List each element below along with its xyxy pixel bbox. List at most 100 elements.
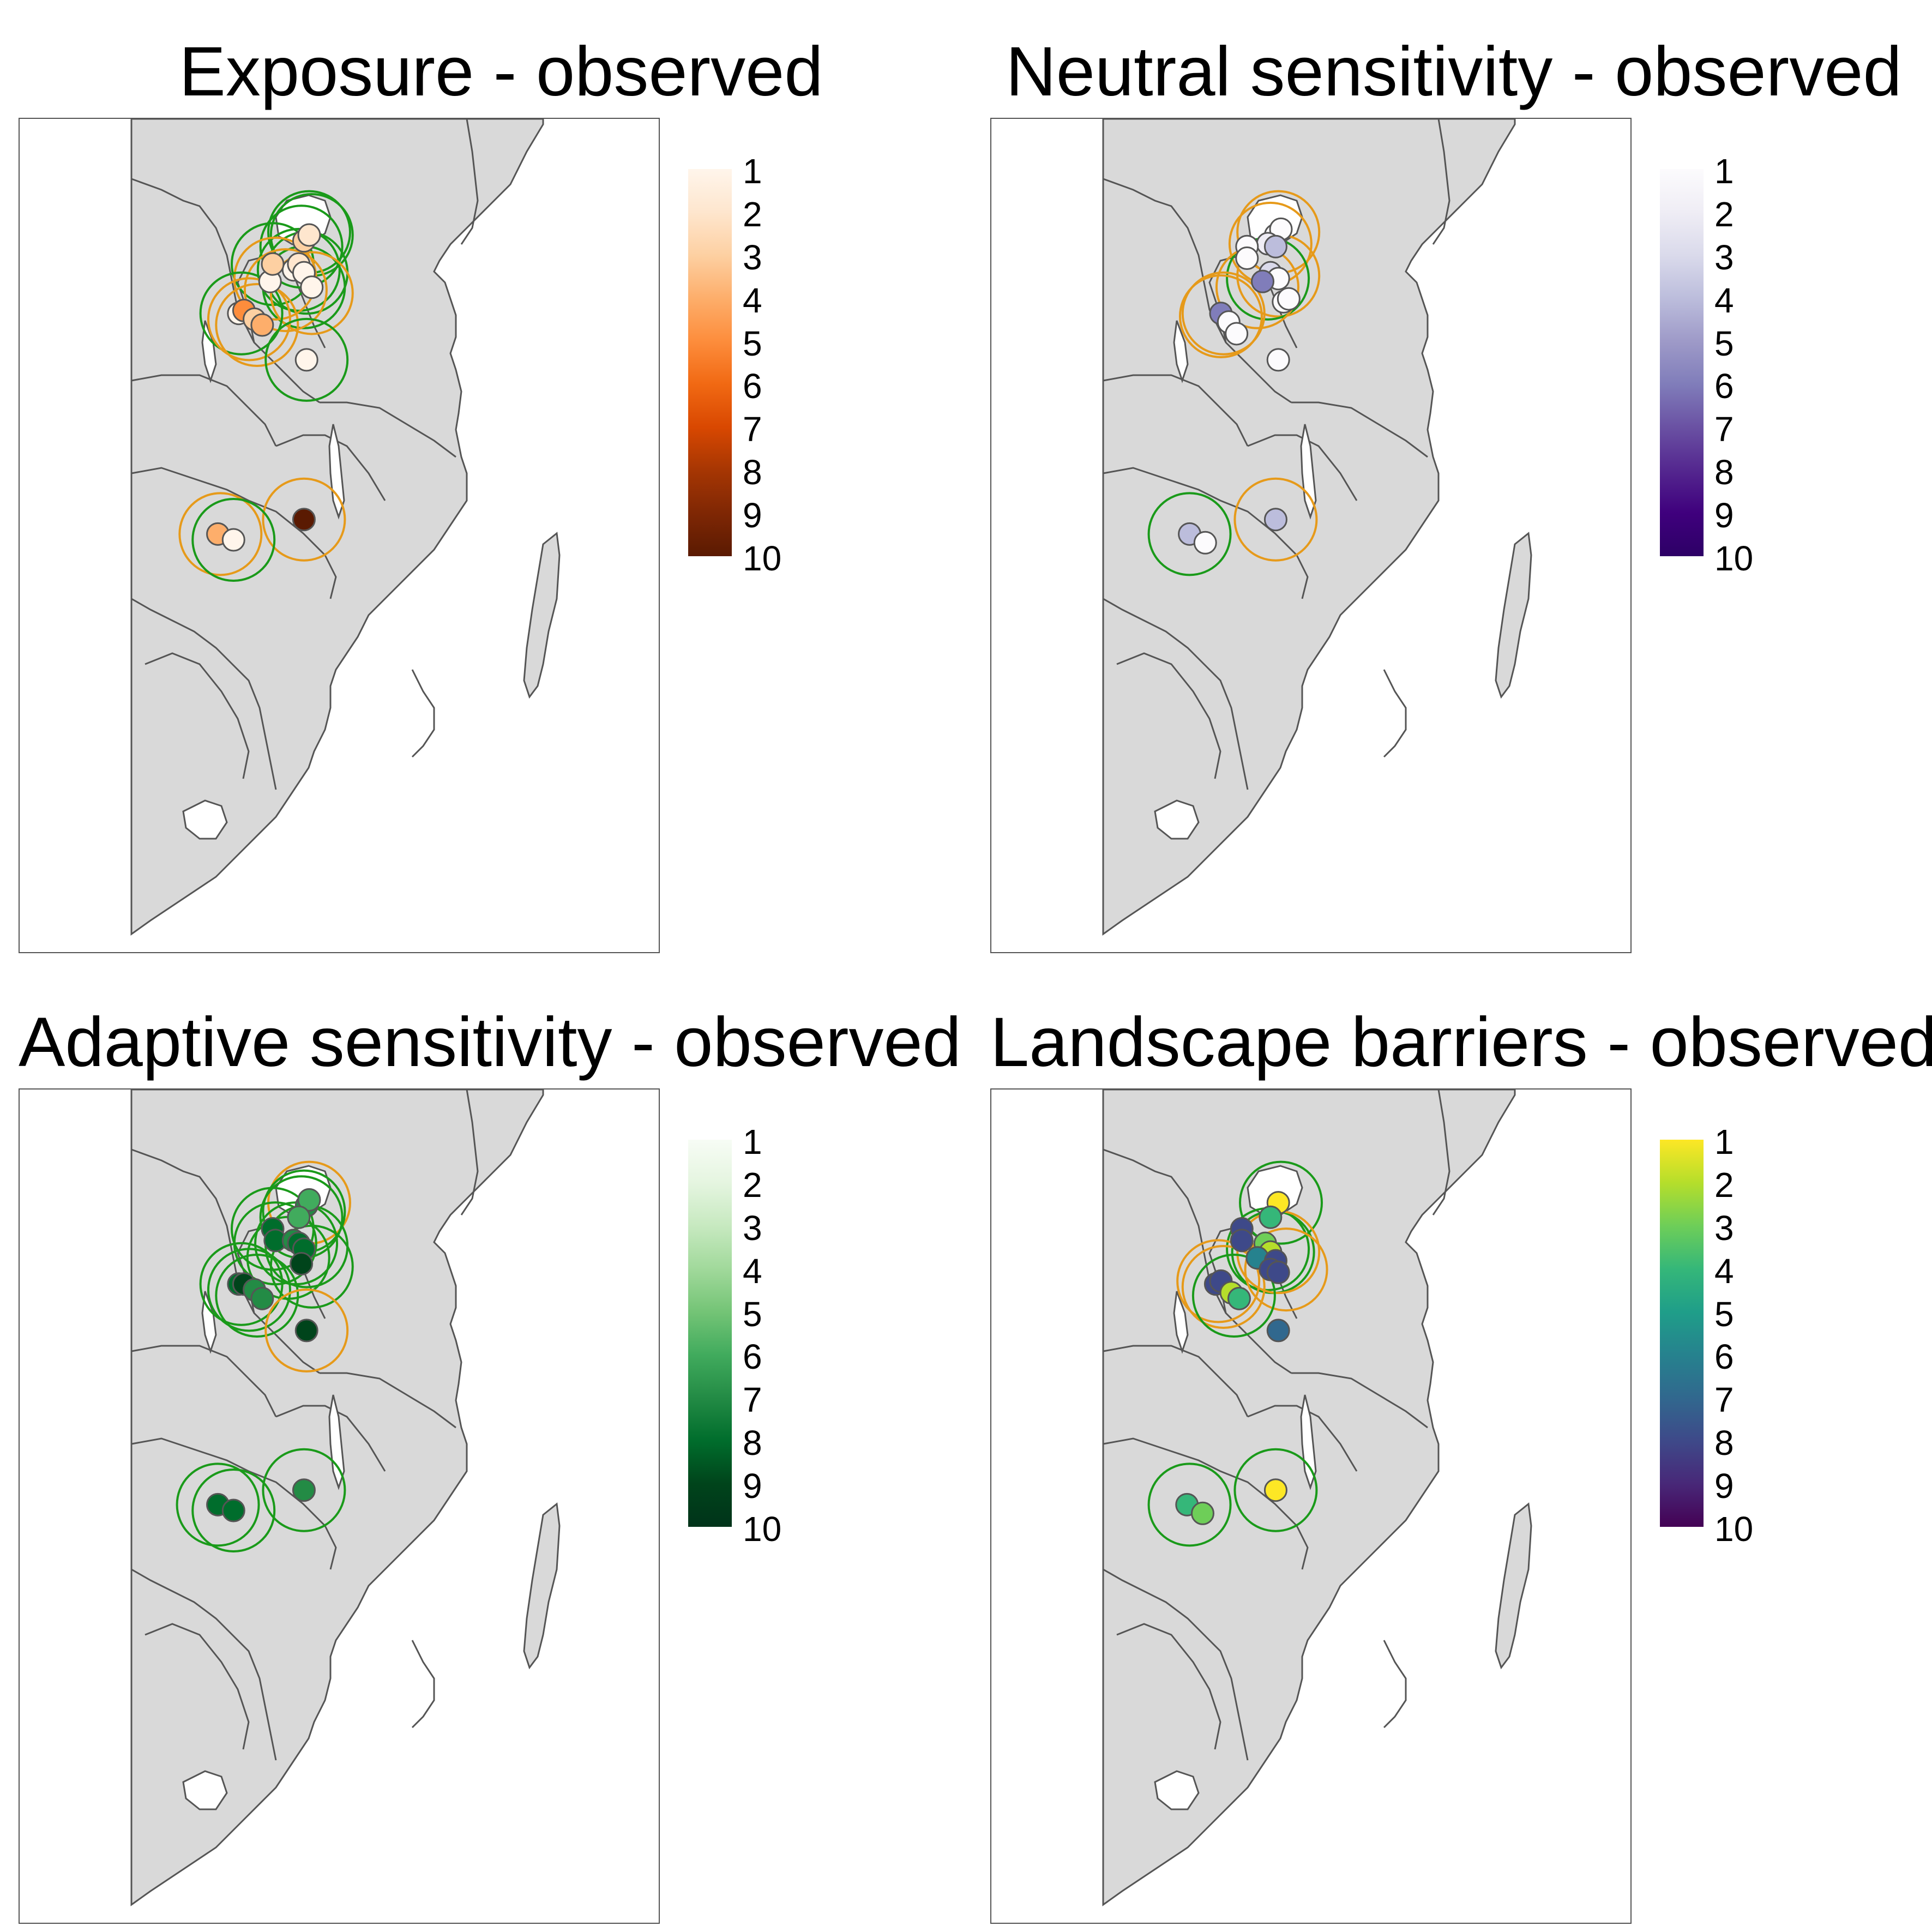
legend-tick-label: 7 (743, 1380, 762, 1420)
buffer-ring (207, 1248, 291, 1332)
legend-tick-label: 6 (743, 366, 762, 406)
sample-point (1263, 234, 1287, 258)
buffer-ring (191, 1468, 276, 1552)
sample-point (1193, 531, 1217, 555)
sample-point (294, 348, 318, 372)
sample-point (300, 275, 324, 299)
buffer-ring (1176, 1239, 1261, 1323)
legend-tick-label: 4 (743, 1251, 762, 1291)
country-border (1103, 178, 1292, 404)
lake (1173, 320, 1189, 383)
country-border (145, 652, 250, 779)
legend-tick-label: 5 (743, 323, 762, 363)
madagascar (523, 1502, 561, 1670)
sample-point (221, 528, 245, 552)
sample-point (1266, 348, 1290, 372)
legend-tick-label: 7 (1714, 410, 1734, 449)
buffer-ring (176, 1462, 260, 1547)
sample-point (1266, 1319, 1290, 1343)
country-border (411, 669, 435, 758)
map-frame (990, 118, 1632, 953)
legend-tick-label: 7 (743, 410, 762, 449)
legend-tick-label: 8 (1714, 1423, 1734, 1463)
panel-title: Exposure - observed (179, 33, 823, 111)
landmass (1102, 119, 1516, 936)
madagascar (1495, 532, 1532, 699)
sample-point (1263, 508, 1287, 532)
country-border (131, 1148, 320, 1374)
buffer-ring (1233, 477, 1318, 562)
buffer-ring (256, 227, 341, 312)
country-border (460, 1090, 479, 1215)
sample-point (1263, 1478, 1287, 1502)
map-canvas (1102, 1090, 1532, 1906)
sample-point (297, 1188, 321, 1212)
country-border (1116, 652, 1221, 779)
buffer-ring (1181, 1245, 1266, 1329)
sample-point (250, 313, 274, 337)
legend-tick-label: 4 (743, 280, 762, 320)
country-border (131, 178, 320, 404)
legend-tick-label: 10 (743, 539, 782, 578)
map-frame (990, 1088, 1632, 1924)
lake (182, 799, 228, 840)
buffer-ring (1181, 271, 1266, 356)
sample-point (292, 1478, 316, 1502)
buffer-ring (262, 477, 346, 562)
sample-point (1259, 1205, 1283, 1229)
country-border (460, 119, 479, 245)
sample-point (1225, 322, 1249, 346)
sample-point (292, 508, 316, 532)
legend-tick-label: 2 (743, 194, 762, 234)
buffer-ring (199, 1242, 284, 1326)
buffer-ring (215, 283, 299, 368)
legend-colorbar (688, 169, 732, 556)
country-border (131, 467, 337, 599)
sample-point (1227, 1286, 1251, 1310)
panel-title: Neutral sensitivity - observed (1006, 33, 1902, 111)
map-canvas (130, 119, 561, 936)
lake (182, 1770, 228, 1810)
legend-tick-label: 6 (1714, 1337, 1734, 1377)
legend-tick-label: 3 (743, 1208, 762, 1248)
legend-colorbar (688, 1140, 732, 1527)
country-border (1103, 1437, 1309, 1570)
country-border (131, 598, 277, 790)
map-frame (19, 1088, 660, 1924)
map-canvas (130, 1090, 561, 1906)
lake (328, 424, 345, 520)
buffer-ring (178, 492, 263, 576)
legend-tick-label: 8 (1714, 453, 1734, 492)
country-border (320, 401, 456, 458)
country-border (1103, 467, 1309, 599)
buffer-ring (199, 271, 284, 356)
buffer-ring (1244, 1227, 1328, 1312)
panel-title: Adaptive sensitivity - observed (19, 1003, 961, 1081)
legend-tick-label: 10 (1714, 1509, 1754, 1549)
country-border (1116, 1623, 1221, 1750)
country-border (131, 374, 277, 447)
sample-point (294, 1319, 318, 1343)
legend-tick-label: 3 (1714, 237, 1734, 277)
country-border (1103, 374, 1249, 447)
buffer-ring (1233, 1448, 1318, 1532)
legend-tick-label: 8 (743, 453, 762, 492)
country-border (1383, 1640, 1407, 1729)
country-border (1103, 598, 1249, 790)
sample-point (1277, 287, 1301, 311)
landmass (1102, 1090, 1516, 1906)
buffer-ring (1238, 1160, 1323, 1245)
buffer-ring (1147, 1462, 1232, 1547)
buffer-ring (264, 317, 349, 402)
sample-point (297, 223, 321, 247)
buffer-ring (264, 1288, 349, 1373)
sample-point (261, 252, 285, 276)
legend-tick-label: 10 (1714, 539, 1754, 578)
legend-tick-label: 9 (743, 496, 762, 535)
sample-point (1251, 269, 1275, 293)
buffer-ring (207, 277, 291, 362)
sample-point (287, 1205, 311, 1229)
map-canvas (1102, 119, 1532, 936)
buffer-ring (262, 1448, 346, 1532)
legend-tick-label: 9 (1714, 1466, 1734, 1506)
